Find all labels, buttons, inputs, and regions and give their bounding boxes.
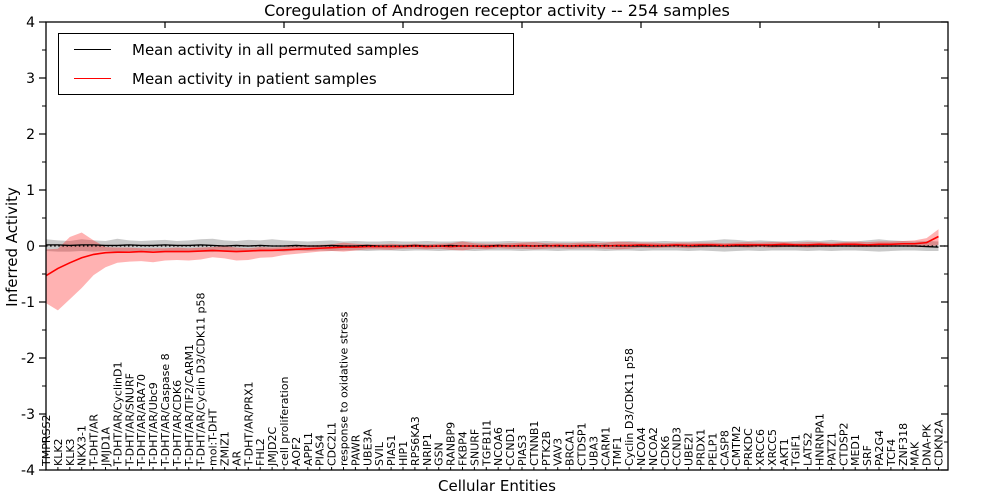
patient-band — [46, 229, 939, 311]
x-category-label: MED1 — [849, 434, 862, 466]
x-category-label: KLK3 — [64, 438, 77, 466]
x-category-label: CMTM2 — [730, 426, 743, 466]
y-tick-label: -1 — [21, 295, 35, 311]
x-category-label: CTNNB1 — [528, 421, 541, 466]
x-category-label: PTK2B — [540, 431, 553, 466]
x-category-label: JMJD2C — [266, 427, 279, 467]
x-category-label: ZMIZ1 — [219, 431, 232, 466]
x-category-label: UBA3 — [587, 436, 600, 466]
x-category-label: SRF — [861, 445, 874, 466]
x-category-label: PAWR — [349, 434, 362, 466]
x-category-label: CTDSP2 — [837, 423, 850, 466]
x-category-label: SNURF — [468, 429, 481, 466]
chart-title: Coregulation of Androgen receptor activi… — [264, 1, 730, 20]
y-tick-label: 2 — [26, 127, 35, 143]
legend-item-permuted: Mean activity in all permuted samples — [59, 38, 513, 61]
x-axis-title: Cellular Entities — [438, 477, 556, 495]
x-category-label: RPS6KA3 — [409, 416, 422, 466]
x-category-label: CTDSP1 — [576, 423, 589, 466]
x-category-label: CDKN2A — [933, 419, 946, 466]
x-category-label: XRCC6 — [754, 429, 767, 466]
y-tick-label: 1 — [26, 183, 35, 199]
x-category-label: NCOA6 — [492, 427, 505, 466]
x-category-label: PIAS4 — [314, 435, 327, 466]
x-category-label: PIAS3 — [516, 435, 529, 466]
x-category-label: CCND3 — [671, 427, 684, 466]
x-category-label: T-DHT/AR/PRX1 — [242, 381, 255, 467]
x-category-label: SVIL — [373, 441, 386, 466]
x-category-label: KLK2 — [52, 438, 65, 466]
x-category-label: PRDX1 — [695, 429, 708, 466]
x-category-label: T-DHT/AR/Cyclin D3/CDK11 p58 — [195, 292, 208, 467]
x-category-label: AR — [230, 450, 243, 466]
x-category-label: TGFB1I1 — [480, 420, 493, 467]
x-category-label: FHL2 — [254, 438, 267, 466]
y-tick-label: 3 — [26, 71, 35, 87]
x-category-label: PA2G4 — [873, 430, 886, 466]
permuted-line-swatch-icon — [74, 49, 111, 50]
x-category-label: HIP1 — [397, 441, 410, 466]
x-category-label: HNRNPA1 — [814, 413, 827, 466]
y-tick-label: 4 — [26, 15, 35, 31]
x-category-label: T-DHT/AR/CyclinD1 — [111, 361, 124, 467]
legend: Mean activity in all permuted samples Me… — [58, 33, 514, 95]
x-category-label: PIAS1 — [385, 435, 398, 466]
x-category-label: TCF4 — [885, 439, 898, 467]
x-category-label: FKBP4 — [457, 431, 470, 466]
x-category-label: XRCC5 — [766, 429, 779, 466]
y-tick-label: -4 — [21, 463, 35, 479]
x-category-label: mol:T-DHT — [207, 408, 220, 466]
patient-line-swatch-icon — [74, 78, 111, 79]
x-category-label: AKT1 — [778, 438, 791, 466]
x-category-label: TMPRSS2 — [40, 415, 53, 467]
x-category-label: UBE2I — [683, 433, 696, 466]
x-category-label: T-DHT/AR/Caspase 8 — [159, 353, 172, 467]
x-category-label: cell proliferation — [278, 376, 291, 466]
y-tick-label: -3 — [21, 407, 35, 423]
legend-label-permuted: Mean activity in all permuted samples — [132, 40, 419, 59]
x-category-label: T-DHT/AR/SNURF — [123, 373, 136, 467]
x-category-label: BRCA1 — [564, 429, 577, 466]
x-category-label: UBE3A — [361, 428, 374, 466]
x-category-label: GSN — [433, 442, 446, 466]
x-category-label: NRIP1 — [421, 433, 434, 466]
patient-line — [45, 235, 939, 277]
x-category-label: PRKDC — [742, 428, 755, 466]
x-category-label: RANBP9 — [445, 422, 458, 466]
x-category-label: TMF1 — [611, 436, 624, 467]
x-category-label: PELP1 — [706, 433, 719, 466]
x-category-label: NCOA4 — [635, 427, 648, 466]
x-category-label: CDK6 — [659, 436, 672, 466]
x-category-label: Cyclin D3/CDK11 p58 — [623, 348, 636, 466]
x-category-label: AOF2 — [290, 437, 303, 466]
x-category-label: NCOA2 — [647, 427, 660, 466]
x-category-label: T-DHT/AR/TIF2/CARM1 — [183, 344, 196, 467]
x-category-label: TGIF1 — [790, 434, 803, 467]
x-category-label: response to oxidative stress — [338, 311, 351, 466]
x-category-label: T-DHT/AR/CDK6 — [171, 380, 184, 467]
x-category-label: NKX3-1 — [76, 425, 89, 466]
y-tick-label: 0 — [26, 239, 35, 255]
x-category-label: T-DHT/AR/ARA70 — [135, 374, 148, 467]
x-category-label: CDC2L1 — [326, 422, 339, 466]
x-category-label: ZNF318 — [897, 423, 910, 466]
legend-item-patient: Mean activity in patient samples — [59, 67, 513, 90]
y-tick-label: -2 — [21, 351, 35, 367]
x-category-label: CCND1 — [504, 427, 517, 466]
x-category-label: T-DHT/AR — [88, 414, 101, 467]
y-axis-title: Inferred Activity — [3, 187, 21, 307]
x-category-label: PATZ1 — [825, 432, 838, 466]
x-category-label: DNA-PK — [921, 423, 934, 466]
x-category-label: MAK — [909, 441, 922, 466]
x-category-label: JMJD1A — [100, 427, 113, 467]
x-category-label: CASP8 — [718, 430, 731, 466]
x-category-label: VAV3 — [552, 438, 565, 466]
x-category-label: T-DHT/AR/Ubc9 — [147, 382, 160, 467]
x-category-label: APPL1 — [302, 432, 315, 466]
x-category-label: LATS2 — [802, 432, 815, 466]
x-category-label: CARM1 — [599, 427, 612, 466]
legend-label-patient: Mean activity in patient samples — [132, 69, 377, 88]
